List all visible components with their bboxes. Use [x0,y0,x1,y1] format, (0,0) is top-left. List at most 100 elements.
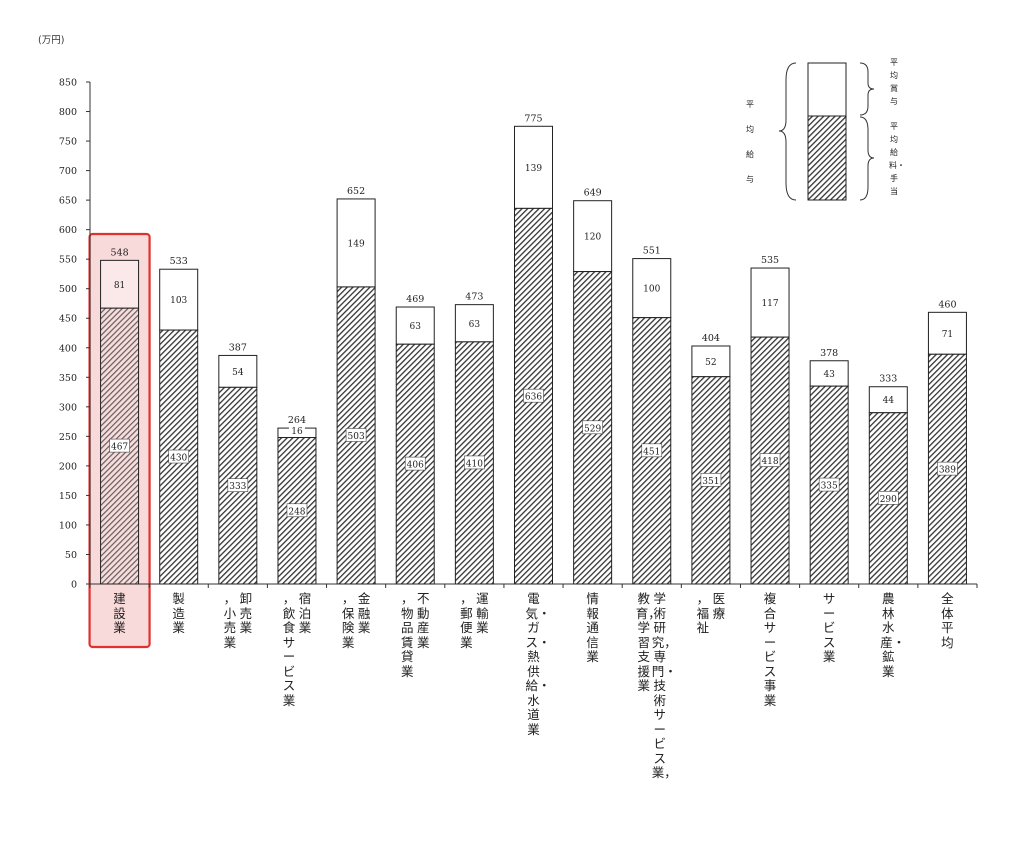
salary-label: 406 [407,461,424,471]
total-label: 775 [524,113,542,124]
salary-label: 430 [170,454,187,464]
category-label-line: 農林水産・鉱業 [880,591,906,679]
bar-bonus [573,200,613,273]
bar-bonus [218,354,258,388]
salary-label: 333 [229,482,246,492]
legend-bonus-swatch [807,62,847,117]
salary-label: 451 [643,447,660,457]
bonus-label: 54 [232,368,244,378]
salary-label-bg [464,455,485,470]
total-label: 460 [938,299,956,310]
salary-label: 636 [525,393,542,403]
legend-left-brace [778,62,797,201]
legend-right-brace-bottom [859,116,875,201]
bonus-label: 16 [291,427,303,437]
category-label-line: ，小売業 [223,591,237,650]
y-tick-label: 400 [59,343,77,354]
total-label: 333 [879,374,897,385]
salary-label-bg [877,491,899,505]
bonus-label: 100 [643,285,660,295]
y-tick-label: 750 [59,137,77,148]
category-label-line: ，物品賃貸業 [400,591,414,679]
y-tick-label: 700 [59,166,77,177]
bonus-label: 63 [410,322,422,332]
bonus-label: 52 [705,358,716,368]
salary-label: 418 [761,457,778,467]
bar-bonus [927,311,967,355]
total-label: 378 [820,348,838,359]
category-label-line: 卸売業 [239,591,253,635]
legend-right-brace-top [859,62,875,116]
bar-bonus [454,304,494,343]
bonus-label: 43 [823,370,835,380]
total-label: 535 [761,255,779,266]
legend-salary-swatch [807,115,847,201]
total-label: 473 [465,292,483,303]
bonus-label-bg [288,424,305,437]
salary-label-bg [818,477,840,492]
salary-label-bg [404,456,426,471]
bonus-label: 149 [348,239,365,249]
bar-bonus [809,360,849,387]
legend-bottom-label: 平均給料・手当 [889,122,905,196]
y-tick-label: 800 [59,107,77,118]
total-label: 404 [702,333,720,344]
salary-label-bg [523,388,544,403]
bonus-label: 120 [584,233,601,243]
category-label-line: 電気・ガス・熱供給・水道業 [525,591,551,737]
salary-label: 389 [939,466,956,476]
category-label-line: 金融業 [357,591,371,635]
salary-label-bg [345,428,367,442]
bonus-label: 103 [170,296,187,306]
category-label-line: サービス業 [822,591,836,664]
bar-bonus [632,258,672,319]
bar-bonus [159,268,199,331]
bar-bonus [691,345,731,378]
category-label-line: 建設業 [113,591,126,635]
salary-label-bg [641,443,663,458]
salary-label-bg [759,453,781,467]
y-tick-label: 0 [71,580,77,591]
category-label-line: 全体平均 [941,591,954,650]
bar-bonus [100,259,140,309]
category-label-line: 宿泊業 [298,591,312,635]
bar-bonus [868,386,908,414]
y-tick-label: 500 [59,284,77,295]
salary-label-bg [286,503,308,518]
y-tick-label: 450 [59,314,77,325]
y-tick-label: 150 [59,491,77,502]
salary-label: 503 [348,432,365,442]
salary-label: 529 [584,424,601,434]
category-label-line: ，福祉 [696,591,710,635]
legend-top-label: 平均賞与 [890,58,898,106]
y-tick-label: 300 [59,402,77,413]
bonus-label: 63 [469,320,481,330]
salary-label: 248 [288,507,305,517]
salary-label-bg [227,478,249,492]
bonus-label: 81 [114,281,125,291]
category-label-line: 不動産業 [416,591,430,650]
category-label-line: 複合サービス事業 [763,591,777,708]
y-tick-label: 200 [59,461,77,472]
bar-bonus [514,125,553,209]
bar-bonus [336,198,376,288]
category-label-line: ，保険業 [341,591,355,650]
bonus-label: 117 [761,299,778,309]
total-label: 652 [347,186,365,197]
total-label: 548 [110,247,128,258]
total-label: 649 [584,188,602,199]
category-label-line: 学術研究，専門・技術サービス業， [651,591,677,780]
y-axis-unit: (万円) [38,35,65,46]
salary-label-bg [937,461,958,476]
y-tick-label: 50 [65,550,77,561]
salary-label: 335 [821,482,838,492]
salary-label-bg [700,473,722,487]
salary-label: 290 [880,495,897,505]
bonus-label: 44 [883,396,895,406]
salary-label: 467 [111,443,128,453]
bonus-label: 71 [942,330,953,340]
category-label-line: 運輸業 [476,591,489,635]
category-label-line: ，郵便業 [460,591,473,650]
category-label-line: 医療 [712,591,726,621]
